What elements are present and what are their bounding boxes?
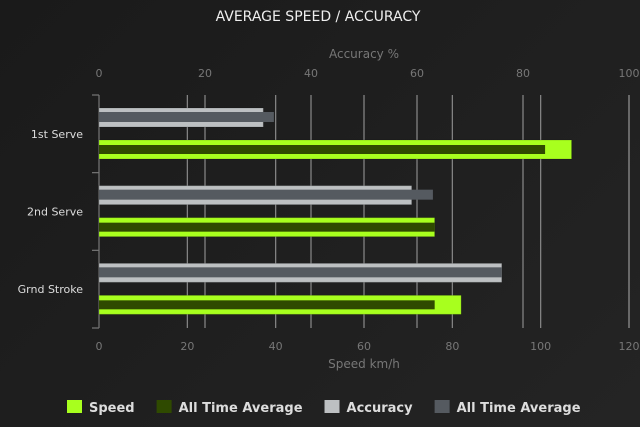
legend-label: All Time Average bbox=[179, 401, 303, 416]
bottom-tick-label: 0 bbox=[96, 340, 103, 353]
bottom-tick-label: 120 bbox=[619, 340, 640, 353]
bottom-tick-label: 80 bbox=[445, 340, 459, 353]
bar-all-time-average bbox=[99, 189, 433, 200]
legend-label: All Time Average bbox=[457, 401, 581, 416]
bar-all-time-average bbox=[99, 267, 502, 278]
bar-all-time-average bbox=[99, 112, 274, 122]
legend-label: Speed bbox=[89, 401, 135, 416]
legend-swatch bbox=[156, 400, 172, 413]
grid: 0 20 40 60 80 100 0 20 40 60 80 100 120 bbox=[92, 67, 640, 353]
bottom-tick-label: 20 bbox=[180, 340, 194, 353]
top-tick-label: 100 bbox=[619, 67, 640, 80]
bottom-axis-label: Speed km/h bbox=[328, 357, 400, 371]
top-tick-label: 40 bbox=[304, 67, 318, 80]
bar-all-time-average bbox=[99, 145, 546, 154]
category-labels: 1st Serve 2nd Serve Grnd Stroke bbox=[18, 128, 84, 296]
bar-all-time-average bbox=[99, 222, 435, 232]
category-label: Grnd Stroke bbox=[18, 283, 84, 296]
bottom-tick-label: 40 bbox=[269, 340, 283, 353]
bar-all-time-average bbox=[99, 300, 435, 310]
category-label: 2nd Serve bbox=[27, 206, 83, 219]
top-axis-label: Accuracy % bbox=[329, 47, 399, 61]
bottom-tick-label: 100 bbox=[530, 340, 551, 353]
top-tick-label: 20 bbox=[198, 67, 212, 80]
category-label: 1st Serve bbox=[31, 128, 83, 141]
legend-swatch bbox=[434, 400, 450, 413]
legend-swatch bbox=[67, 400, 82, 413]
legend-swatch bbox=[324, 400, 340, 413]
top-tick-label: 60 bbox=[410, 67, 424, 80]
bottom-tick-label: 60 bbox=[357, 340, 371, 353]
legend: Speed All Time Average Accuracy All Time Av… bbox=[67, 400, 581, 416]
chart-title: AVERAGE SPEED / ACCURACY bbox=[216, 9, 421, 25]
top-tick-label: 0 bbox=[96, 67, 103, 80]
legend-label: Accuracy bbox=[347, 401, 414, 416]
bars bbox=[98, 107, 573, 315]
top-tick-label: 80 bbox=[516, 67, 530, 80]
